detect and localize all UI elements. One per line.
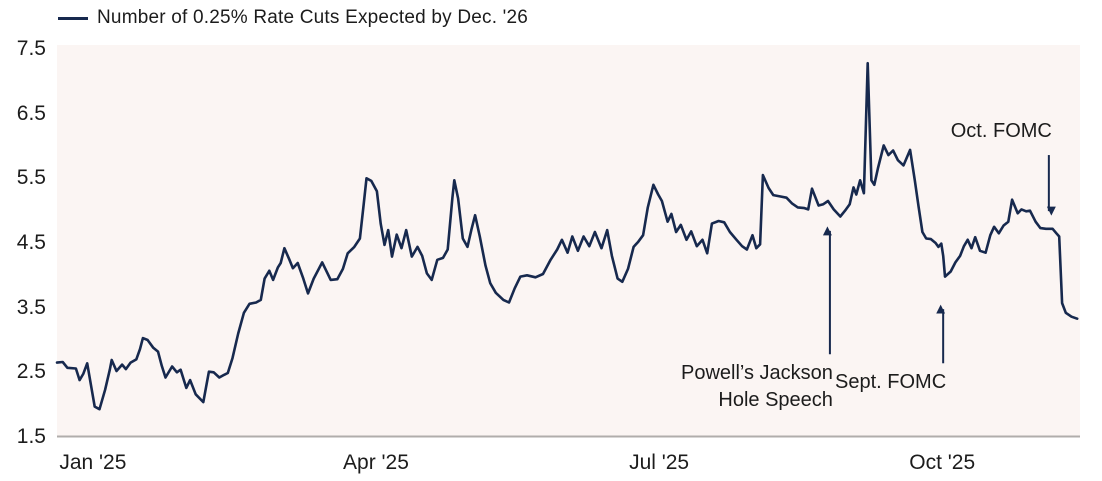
y-axis-label: 7.5 xyxy=(16,37,46,60)
legend-label: Number of 0.25% Rate Cuts Expected by De… xyxy=(97,7,529,28)
rate-cuts-line xyxy=(55,61,1079,411)
annotation-text: Sept. FOMC xyxy=(835,371,947,394)
y-axis-label: 1.5 xyxy=(16,425,46,448)
annotation-oct-fomc: Oct. FOMC xyxy=(951,118,1052,145)
annotation-text: Powell’s Jackson xyxy=(680,362,833,385)
y-axis-label: 6.5 xyxy=(16,101,46,125)
annotation-text: Oct. FOMC xyxy=(950,120,1052,143)
y-axis-label: 3.5 xyxy=(16,295,46,319)
annotation-arrows xyxy=(822,155,1056,364)
y-axis-label: 4.5 xyxy=(16,231,46,254)
annotation-sept-fomc: Sept. FOMC xyxy=(835,369,946,396)
y-axis-label: 2.5 xyxy=(16,360,46,384)
legend: Number of 0.25% Rate Cuts Expected by De… xyxy=(58,6,528,30)
legend-line-swatch xyxy=(58,16,88,20)
y-axis-label: 5.5 xyxy=(16,166,46,190)
x-axis-label: Apr '25 xyxy=(343,451,409,474)
annotation-text: Hole Speech xyxy=(718,389,833,412)
x-axis-label: Jul '25 xyxy=(629,451,690,474)
x-axis-label: Oct '25 xyxy=(909,451,976,474)
x-axis-label: Jan '25 xyxy=(59,451,127,474)
annotation-jackson-hole: Powell’s Jackson Hole Speech xyxy=(681,360,833,414)
